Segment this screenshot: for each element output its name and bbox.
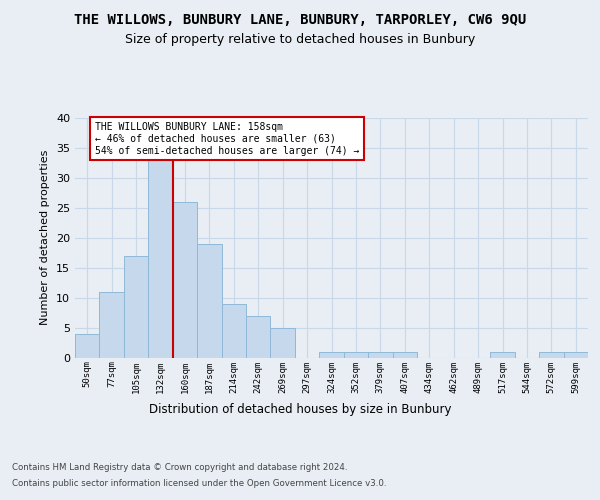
Text: Distribution of detached houses by size in Bunbury: Distribution of detached houses by size …: [149, 402, 451, 415]
Bar: [344, 352, 368, 358]
Text: Contains HM Land Registry data © Crown copyright and database right 2024.: Contains HM Land Registry data © Crown c…: [12, 462, 347, 471]
Bar: [221, 304, 246, 358]
Bar: [197, 244, 221, 358]
Text: THE WILLOWS BUNBURY LANE: 158sqm
← 46% of detached houses are smaller (63)
54% o: THE WILLOWS BUNBURY LANE: 158sqm ← 46% o…: [95, 122, 359, 156]
Bar: [173, 202, 197, 358]
Bar: [271, 328, 295, 358]
Text: Contains public sector information licensed under the Open Government Licence v3: Contains public sector information licen…: [12, 479, 386, 488]
Y-axis label: Number of detached properties: Number of detached properties: [40, 150, 50, 325]
Bar: [539, 352, 563, 358]
Bar: [100, 292, 124, 358]
Bar: [368, 352, 392, 358]
Bar: [246, 316, 271, 358]
Bar: [124, 256, 148, 358]
Text: Size of property relative to detached houses in Bunbury: Size of property relative to detached ho…: [125, 32, 475, 46]
Bar: [148, 160, 173, 358]
Bar: [392, 352, 417, 358]
Bar: [490, 352, 515, 358]
Text: THE WILLOWS, BUNBURY LANE, BUNBURY, TARPORLEY, CW6 9QU: THE WILLOWS, BUNBURY LANE, BUNBURY, TARP…: [74, 12, 526, 26]
Bar: [319, 352, 344, 358]
Bar: [75, 334, 100, 357]
Bar: [563, 352, 588, 358]
